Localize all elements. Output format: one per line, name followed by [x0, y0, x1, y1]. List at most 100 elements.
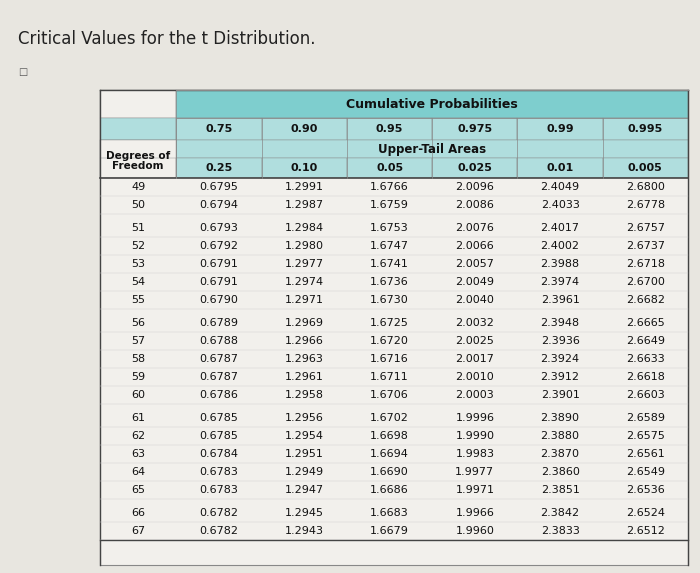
- Bar: [603, 118, 688, 140]
- Text: 2.4017: 2.4017: [540, 223, 580, 233]
- Text: 2.0010: 2.0010: [456, 372, 494, 382]
- Bar: [100, 409, 688, 427]
- Text: 2.4049: 2.4049: [540, 182, 580, 192]
- Text: 1.2987: 1.2987: [285, 200, 324, 210]
- Text: 1.6683: 1.6683: [370, 508, 409, 518]
- Text: 2.0057: 2.0057: [456, 259, 494, 269]
- Text: 0.975: 0.975: [457, 124, 492, 134]
- Text: 0.6791: 0.6791: [199, 277, 239, 287]
- Text: 63: 63: [131, 449, 145, 459]
- Bar: [176, 140, 688, 158]
- Bar: [100, 291, 688, 309]
- Text: 58: 58: [131, 354, 146, 364]
- Text: 61: 61: [131, 413, 145, 423]
- Text: 1.2956: 1.2956: [285, 413, 324, 423]
- Bar: [100, 90, 688, 565]
- Bar: [100, 499, 688, 504]
- Text: 2.3890: 2.3890: [540, 413, 580, 423]
- Bar: [347, 158, 432, 178]
- Text: 53: 53: [131, 259, 145, 269]
- Text: 1.2961: 1.2961: [285, 372, 324, 382]
- Text: 1.2958: 1.2958: [285, 390, 324, 400]
- Text: 1.6716: 1.6716: [370, 354, 409, 364]
- Text: 2.6561: 2.6561: [626, 449, 665, 459]
- Text: 1.2943: 1.2943: [285, 526, 324, 536]
- Text: 1.6736: 1.6736: [370, 277, 409, 287]
- Text: 64: 64: [131, 467, 146, 477]
- Bar: [100, 90, 176, 118]
- Bar: [100, 350, 688, 368]
- Bar: [100, 463, 688, 481]
- Bar: [100, 481, 688, 499]
- Text: 2.3912: 2.3912: [540, 372, 580, 382]
- Text: 2.0049: 2.0049: [455, 277, 494, 287]
- Text: 1.6679: 1.6679: [370, 526, 409, 536]
- Bar: [100, 140, 176, 178]
- Text: 2.6575: 2.6575: [626, 431, 665, 441]
- Text: 0.6783: 0.6783: [199, 485, 239, 495]
- Bar: [176, 90, 688, 118]
- Text: 0.6791: 0.6791: [199, 259, 239, 269]
- Text: 1.6725: 1.6725: [370, 318, 409, 328]
- Text: 1.2980: 1.2980: [285, 241, 324, 251]
- Text: 0.6788: 0.6788: [199, 336, 239, 346]
- Bar: [517, 118, 603, 140]
- Text: 1.6702: 1.6702: [370, 413, 409, 423]
- Text: 2.6512: 2.6512: [626, 526, 665, 536]
- Text: 1.6753: 1.6753: [370, 223, 409, 233]
- Text: 0.10: 0.10: [290, 163, 318, 173]
- Text: 0.6784: 0.6784: [199, 449, 239, 459]
- Text: 2.6800: 2.6800: [626, 182, 665, 192]
- Text: 2.0086: 2.0086: [456, 200, 494, 210]
- Text: 0.05: 0.05: [376, 163, 403, 173]
- Text: 54: 54: [131, 277, 146, 287]
- Text: 65: 65: [131, 485, 145, 495]
- Text: 0.6793: 0.6793: [199, 223, 239, 233]
- Text: 2.3860: 2.3860: [540, 467, 580, 477]
- Text: 0.6795: 0.6795: [199, 182, 239, 192]
- Text: Degrees of: Degrees of: [106, 151, 170, 161]
- Text: 2.6700: 2.6700: [626, 277, 665, 287]
- Text: 1.6711: 1.6711: [370, 372, 409, 382]
- Text: □: □: [18, 67, 27, 77]
- Text: 2.3961: 2.3961: [540, 295, 580, 305]
- Text: 2.4002: 2.4002: [540, 241, 580, 251]
- Text: 0.6786: 0.6786: [199, 390, 239, 400]
- Text: 1.6690: 1.6690: [370, 467, 409, 477]
- Text: 2.6633: 2.6633: [626, 354, 665, 364]
- Text: 0.95: 0.95: [376, 124, 403, 134]
- Bar: [262, 118, 347, 140]
- Text: 2.6589: 2.6589: [626, 413, 665, 423]
- Text: 2.0076: 2.0076: [456, 223, 494, 233]
- Text: 0.01: 0.01: [547, 163, 574, 173]
- Text: 0.025: 0.025: [457, 163, 492, 173]
- Text: 0.6787: 0.6787: [199, 372, 239, 382]
- Text: 2.3880: 2.3880: [540, 431, 580, 441]
- Text: 2.6603: 2.6603: [626, 390, 665, 400]
- Text: 2.4033: 2.4033: [540, 200, 580, 210]
- Bar: [100, 196, 688, 214]
- Bar: [100, 386, 688, 404]
- Bar: [100, 314, 688, 332]
- Text: 2.3974: 2.3974: [540, 277, 580, 287]
- Text: 0.6785: 0.6785: [199, 413, 239, 423]
- Text: 2.0032: 2.0032: [456, 318, 494, 328]
- Text: 2.0017: 2.0017: [456, 354, 494, 364]
- Text: 1.2951: 1.2951: [285, 449, 324, 459]
- Text: 1.9983: 1.9983: [455, 449, 494, 459]
- Text: 0.005: 0.005: [628, 163, 663, 173]
- Text: 0.99: 0.99: [546, 124, 574, 134]
- Text: 0.6782: 0.6782: [199, 526, 239, 536]
- Text: 1.6694: 1.6694: [370, 449, 409, 459]
- Text: 2.3948: 2.3948: [540, 318, 580, 328]
- Bar: [100, 427, 688, 445]
- Text: 2.3851: 2.3851: [540, 485, 580, 495]
- Text: 1.6759: 1.6759: [370, 200, 409, 210]
- Text: 2.3833: 2.3833: [540, 526, 580, 536]
- Text: 1.9971: 1.9971: [455, 485, 494, 495]
- Bar: [100, 178, 688, 196]
- Text: 2.0040: 2.0040: [456, 295, 494, 305]
- Bar: [100, 332, 688, 350]
- Text: Critical Values for the t Distribution.: Critical Values for the t Distribution.: [18, 30, 316, 48]
- Text: 1.2949: 1.2949: [285, 467, 324, 477]
